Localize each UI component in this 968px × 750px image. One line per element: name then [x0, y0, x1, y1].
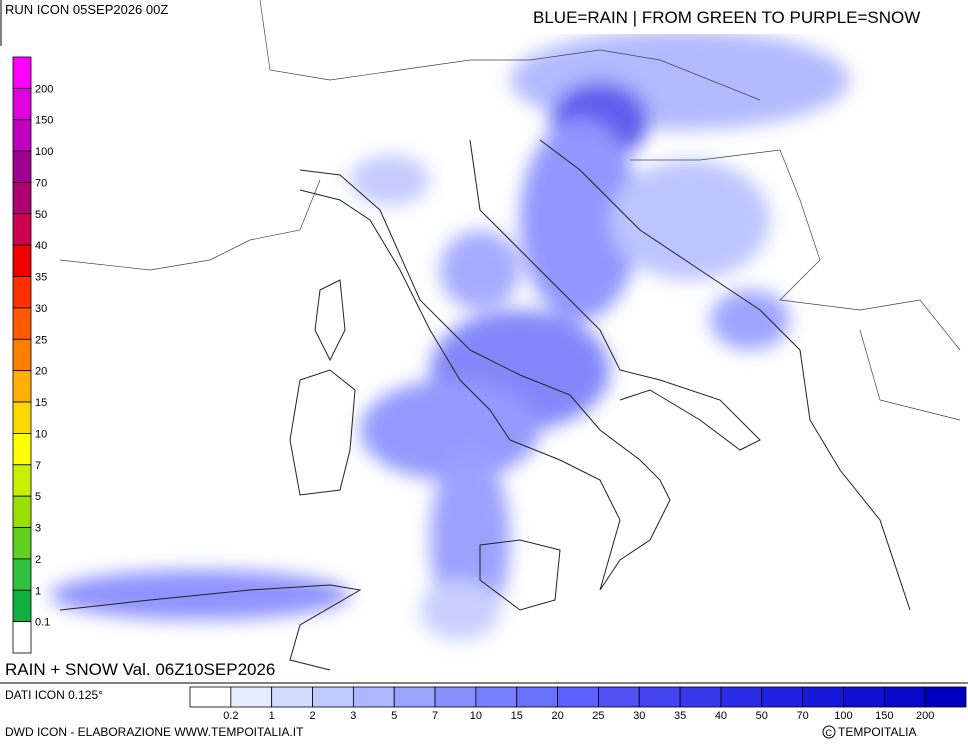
rain-swatch	[557, 686, 599, 708]
copyright-c: C	[826, 728, 833, 738]
snow-scale-label: 30	[35, 303, 47, 315]
rain-swatch	[802, 686, 844, 708]
rain-swatch	[516, 686, 558, 708]
snow-swatch	[12, 621, 32, 654]
rain-scale-label: 70	[797, 710, 809, 722]
rain-scale-label: 200	[916, 710, 934, 722]
snow-swatch	[12, 307, 32, 340]
snow-scale-label: 40	[35, 240, 47, 252]
rain-scale-label: 35	[674, 710, 686, 722]
run-box: RUN ICON 05SEP2026 00Z	[0, 0, 168, 46]
snow-scale-label: 50	[35, 209, 47, 221]
snow-scale-label: 150	[35, 115, 53, 127]
rain-scale-label: 50	[756, 710, 768, 722]
rain-swatch	[230, 686, 273, 708]
snow-scale-label: 70	[35, 177, 47, 189]
rain-swatch	[434, 686, 477, 708]
snow-swatch	[12, 87, 32, 121]
copyright-icon	[822, 725, 836, 739]
snow-scale-label: 25	[35, 334, 47, 346]
snow-swatch	[12, 150, 32, 183]
snow-swatch	[12, 527, 32, 560]
rain-scale-label: 100	[834, 710, 852, 722]
snow-scale-label: 15	[35, 397, 47, 409]
credit-label: DWD ICON - ELABORAZIONE WWW.TEMPOITALIA.…	[5, 725, 304, 739]
snow-swatch	[12, 244, 32, 277]
snow-swatch	[12, 182, 32, 215]
rain-scale-label: 15	[511, 710, 523, 722]
rain-swatch	[475, 686, 518, 708]
snow-swatch	[12, 558, 32, 591]
precipitation	[50, 30, 850, 640]
snow-scale-label: 100	[35, 146, 53, 158]
snow-scale-label: 5	[35, 491, 41, 503]
rain-swatch	[312, 686, 354, 708]
snow-scale-label: 3	[35, 523, 41, 535]
borders	[59, 0, 961, 421]
snow-scale-label: 2	[35, 554, 41, 566]
rain-swatch	[883, 686, 926, 708]
rain-scale-label: 20	[551, 710, 563, 722]
rain-scale-label: 150	[875, 710, 893, 722]
rain-scale-label: 3	[350, 710, 356, 722]
snow-scale-label: 7	[35, 460, 41, 472]
snow-scale-label: 20	[35, 366, 47, 378]
rain-scale-label: 5	[391, 710, 397, 722]
valid-label: RAIN + SNOW Val. 06Z10SEP2026	[5, 660, 275, 679]
rain-scale-label: 7	[432, 710, 438, 722]
snow-swatch	[12, 56, 32, 89]
dati-label: DATI ICON 0.125°	[5, 688, 103, 702]
rain-scale: 0.2 1 2 3 5 7 10 15 20 25 30 35 40 50 70 100 150 200	[189, 686, 967, 722]
rain-swatch	[761, 686, 804, 708]
rain-scale-label: 2	[309, 710, 315, 722]
snow-scale-label: 200	[35, 83, 53, 95]
rain-scale-label: 1	[269, 710, 275, 722]
snow-swatch	[12, 276, 32, 309]
snow-scale: 200 150 100 70 50 40 35 30 25 20 15 10 7 5 3 2 1 0.1	[12, 56, 53, 654]
snow-scale-label: 0.1	[35, 617, 50, 629]
snow-scale-label: 35	[35, 272, 47, 284]
rain-swatch	[271, 686, 313, 708]
snow-swatch	[12, 119, 32, 152]
coastlines	[59, 139, 911, 671]
rain-swatch	[189, 686, 232, 708]
rain-swatch	[924, 686, 967, 708]
legend-text: BLUE=RAIN | FROM GREEN TO PURPLE=SNOW	[533, 8, 920, 27]
rain-swatch	[638, 686, 681, 708]
snow-swatch	[12, 213, 32, 246]
rain-swatch	[598, 686, 640, 708]
snow-swatch	[12, 589, 32, 623]
snow-swatch	[12, 495, 32, 528]
rain-scale-label: 0.2	[223, 710, 238, 722]
snow-scale-label: 1	[35, 585, 41, 597]
snow-swatch	[12, 433, 32, 466]
rain-swatch	[352, 686, 395, 708]
rain-swatch	[393, 686, 436, 708]
snow-swatch	[12, 338, 32, 372]
snow-scale-label: 10	[35, 428, 47, 440]
snow-swatch	[12, 370, 32, 403]
snow-swatch	[12, 401, 32, 434]
rain-scale-label: 40	[715, 710, 727, 722]
run-label: RUN ICON 05SEP2026 00Z	[5, 2, 168, 17]
copyright-label: TEMPOITALIA	[838, 725, 916, 739]
rain-scale-label: 25	[592, 710, 604, 722]
rain-scale-label: 10	[470, 710, 482, 722]
rain-swatch	[720, 686, 763, 708]
rain-swatch	[843, 686, 885, 708]
rain-swatch	[679, 686, 722, 708]
snow-swatch	[12, 464, 32, 497]
rain-scale-label: 30	[633, 710, 645, 722]
legend-header: BLUE=RAIN | FROM GREEN TO PURPLE=SNOW	[530, 0, 968, 34]
